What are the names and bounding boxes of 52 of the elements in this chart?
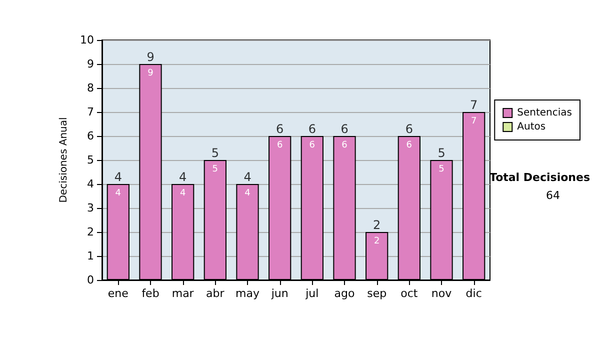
x-tick-label: nov — [431, 287, 452, 300]
text: 64 — [546, 189, 560, 202]
total-label: 6 — [308, 122, 316, 136]
total-label: 5 — [438, 146, 446, 160]
data-label: 6 — [406, 140, 412, 150]
total-label: 6 — [405, 122, 413, 136]
x-tick-label: may — [236, 287, 260, 300]
y-tick-label: 5 — [87, 154, 94, 166]
x-tick-label: sep — [367, 287, 387, 300]
y-tick-label: 3 — [87, 202, 94, 214]
annotation: Total Decisiones — [490, 171, 590, 184]
total-label: 9 — [146, 50, 154, 64]
y-tick-label: 2 — [87, 226, 94, 238]
x-tick-label: ene — [108, 287, 129, 300]
y-tick-label: 1 — [87, 250, 94, 262]
legend-label: Sentencias — [517, 108, 572, 118]
y-tick-label: 0 — [87, 274, 94, 286]
total-label: 4 — [244, 170, 252, 184]
total-label: 6 — [276, 122, 284, 136]
x-tick-label: feb — [142, 287, 160, 300]
x-tick-label: oct — [400, 287, 418, 300]
data-label: 9 — [148, 68, 154, 78]
data-label: 4 — [115, 188, 122, 198]
y-tick-label: 6 — [87, 130, 94, 142]
y-tick-label: 4 — [87, 178, 94, 190]
total-label: 2 — [373, 218, 381, 232]
data-label: 6 — [342, 140, 348, 150]
x-tick-label: abr — [206, 287, 225, 300]
total-label: 4 — [179, 170, 187, 184]
total-label: 7 — [470, 98, 478, 112]
x-tick-label: dic — [466, 287, 482, 300]
data-label: 7 — [470, 116, 477, 126]
y-tick-label: 7 — [87, 106, 94, 118]
x-tick-label: jul — [304, 287, 319, 300]
x-tick-label: mar — [172, 287, 194, 300]
x-tick-label: jun — [270, 287, 288, 300]
data-label: 5 — [438, 164, 444, 174]
data-label: 5 — [212, 164, 218, 174]
data-label: 6 — [276, 140, 283, 150]
data-label: 2 — [374, 236, 380, 246]
data-label: 6 — [309, 140, 316, 150]
y-tick-label: 10 — [80, 34, 94, 46]
legend-label: Autos — [517, 122, 546, 132]
total-label: 4 — [114, 170, 122, 184]
y-tick-label: 9 — [87, 58, 94, 70]
y-tick-label: 8 — [87, 82, 94, 94]
total-label: 6 — [340, 122, 348, 136]
x-tick-label: ago — [334, 287, 355, 300]
y-axis-title: Decisiones Anual — [58, 117, 70, 203]
data-label: 4 — [180, 188, 186, 198]
data-label: 4 — [244, 188, 251, 198]
total-label: 5 — [211, 146, 219, 160]
